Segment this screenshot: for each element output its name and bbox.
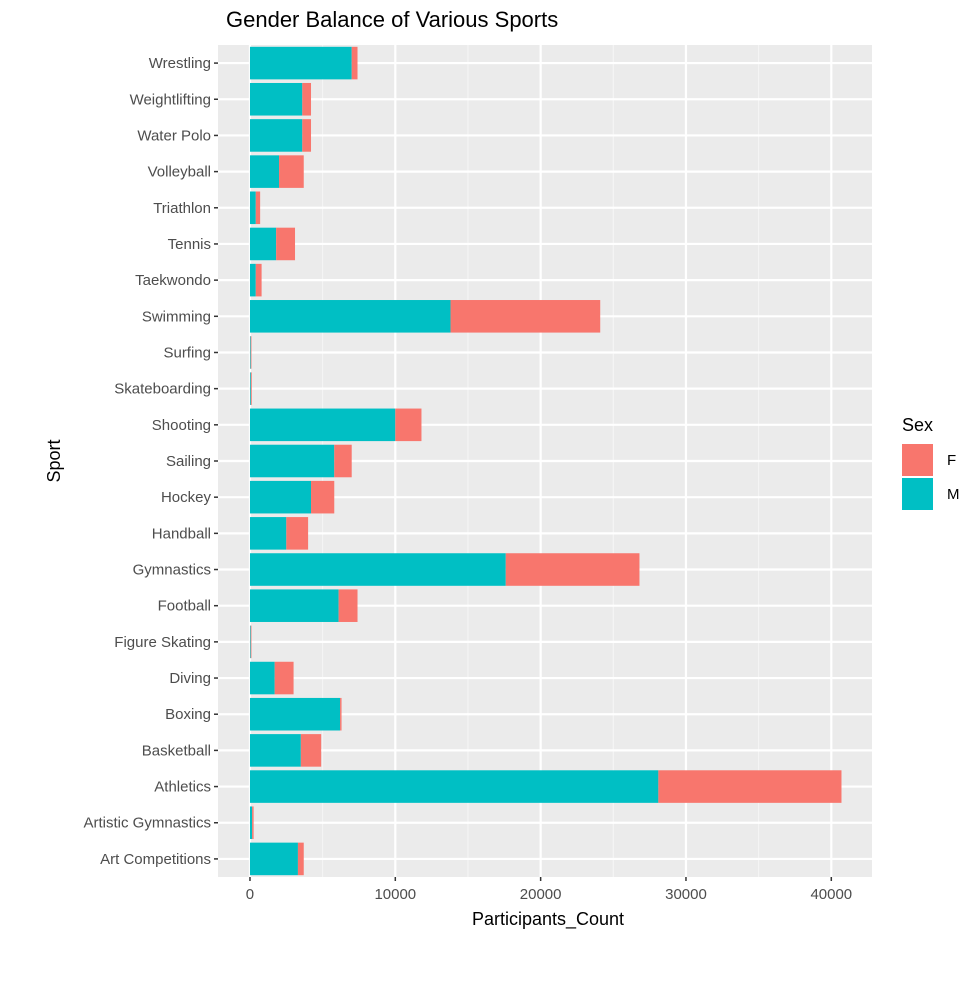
y-tick-label: Gymnastics xyxy=(133,562,211,579)
legend-label-f: F xyxy=(947,452,956,469)
x-axis-title: Participants_Count xyxy=(472,909,624,930)
legend: Sex FM xyxy=(902,415,960,510)
x-tick-label: 0 xyxy=(246,886,254,903)
bar-athletics-f xyxy=(658,770,842,803)
bars xyxy=(249,46,842,876)
y-axis-title: Sport xyxy=(44,439,64,482)
bar-shooting-m xyxy=(249,408,396,442)
y-tick-label: Triathlon xyxy=(153,200,211,217)
bar-hockey-f xyxy=(311,480,335,514)
bar-basketball-m xyxy=(249,734,301,767)
bar-taekwondo-f xyxy=(255,263,262,297)
y-tick-label: Hockey xyxy=(161,489,212,506)
y-tick-label: Artistic Gymnastics xyxy=(83,815,211,832)
legend-title: Sex xyxy=(902,415,933,435)
grid-lines xyxy=(218,45,872,877)
bar-athletics-m xyxy=(249,770,659,803)
y-tick-label: Handball xyxy=(152,525,211,542)
bar-football-m xyxy=(249,589,339,622)
y-tick-label: Wrestling xyxy=(149,55,211,72)
y-tick-label: Volleyball xyxy=(148,164,211,181)
y-tick-label: Athletics xyxy=(154,779,211,796)
bar-shooting-f xyxy=(395,408,422,442)
bar-sailing-f xyxy=(334,444,352,478)
x-tick-label: 40000 xyxy=(810,886,852,903)
bar-skateboarding-m xyxy=(249,372,251,405)
y-tick-label: Football xyxy=(158,598,211,615)
y-tick-label: Taekwondo xyxy=(135,272,211,289)
y-tick-label: Water Polo xyxy=(137,127,211,144)
bar-handball-f xyxy=(286,517,309,550)
x-axis: 0 10000 20000 30000 40000 xyxy=(246,877,852,903)
x-tick-label: 20000 xyxy=(520,886,562,903)
bar-skateboarding-f xyxy=(250,372,252,405)
bar-volleyball-m xyxy=(249,155,280,188)
bar-taekwondo-m xyxy=(249,263,256,297)
bar-gymnastics-m xyxy=(249,553,506,586)
y-tick-label: Swimming xyxy=(142,308,211,325)
bar-surfing-f xyxy=(250,336,252,369)
bar-tennis-f xyxy=(276,227,296,261)
bar-tennis-m xyxy=(249,227,277,261)
bar-artistic-gymnastics-m xyxy=(249,806,253,840)
bar-sailing-m xyxy=(249,444,335,478)
bar-figure-skating-f xyxy=(250,625,252,659)
legend-label-m: M xyxy=(947,486,960,503)
bar-diving-m xyxy=(249,661,275,695)
bar-artistic-gymnastics-f xyxy=(252,806,254,840)
bar-art-competitions-f xyxy=(297,842,304,876)
y-tick-label: Skateboarding xyxy=(114,381,211,398)
y-tick-label: Surfing xyxy=(163,344,211,361)
chart-title: Gender Balance of Various Sports xyxy=(226,7,558,32)
bar-surfing-m xyxy=(249,336,251,369)
y-tick-label: Figure Skating xyxy=(114,634,211,651)
bar-triathlon-f xyxy=(255,191,261,225)
y-axis: Wrestling Weightlifting Water Polo Volleyba… xyxy=(83,55,218,868)
bar-weightlifting-f xyxy=(302,82,312,116)
bar-figure-skating-m xyxy=(249,625,251,659)
bar-hockey-m xyxy=(249,480,312,514)
bar-boxing-f xyxy=(340,697,342,731)
y-tick-label: Tennis xyxy=(168,236,211,253)
bar-boxing-m xyxy=(249,697,341,731)
legend-key-f xyxy=(902,444,933,476)
bar-diving-f xyxy=(274,661,294,695)
y-tick-label: Boxing xyxy=(165,706,211,723)
bar-swimming-m xyxy=(249,300,451,333)
legend-key-m xyxy=(902,478,933,510)
bar-football-f xyxy=(338,589,358,622)
y-tick-label: Sailing xyxy=(166,453,211,470)
bar-water-polo-f xyxy=(302,119,312,152)
bar-triathlon-m xyxy=(249,191,256,225)
x-tick-label: 30000 xyxy=(665,886,707,903)
y-tick-label: Basketball xyxy=(142,742,211,759)
y-tick-label: Art Competitions xyxy=(100,851,211,868)
bar-art-competitions-m xyxy=(249,842,298,876)
y-tick-label: Shooting xyxy=(152,417,211,434)
bar-handball-m xyxy=(249,517,287,550)
bar-volleyball-f xyxy=(279,155,304,188)
bar-gymnastics-f xyxy=(505,553,640,586)
bar-basketball-f xyxy=(300,734,322,767)
bar-weightlifting-m xyxy=(249,82,303,116)
bar-wrestling-m xyxy=(249,46,352,80)
y-tick-label: Diving xyxy=(169,670,211,687)
bar-swimming-f xyxy=(450,300,601,333)
y-tick-label: Weightlifting xyxy=(130,91,211,108)
bar-wrestling-f xyxy=(351,46,358,80)
bar-water-polo-m xyxy=(249,119,303,152)
x-tick-label: 10000 xyxy=(374,886,416,903)
